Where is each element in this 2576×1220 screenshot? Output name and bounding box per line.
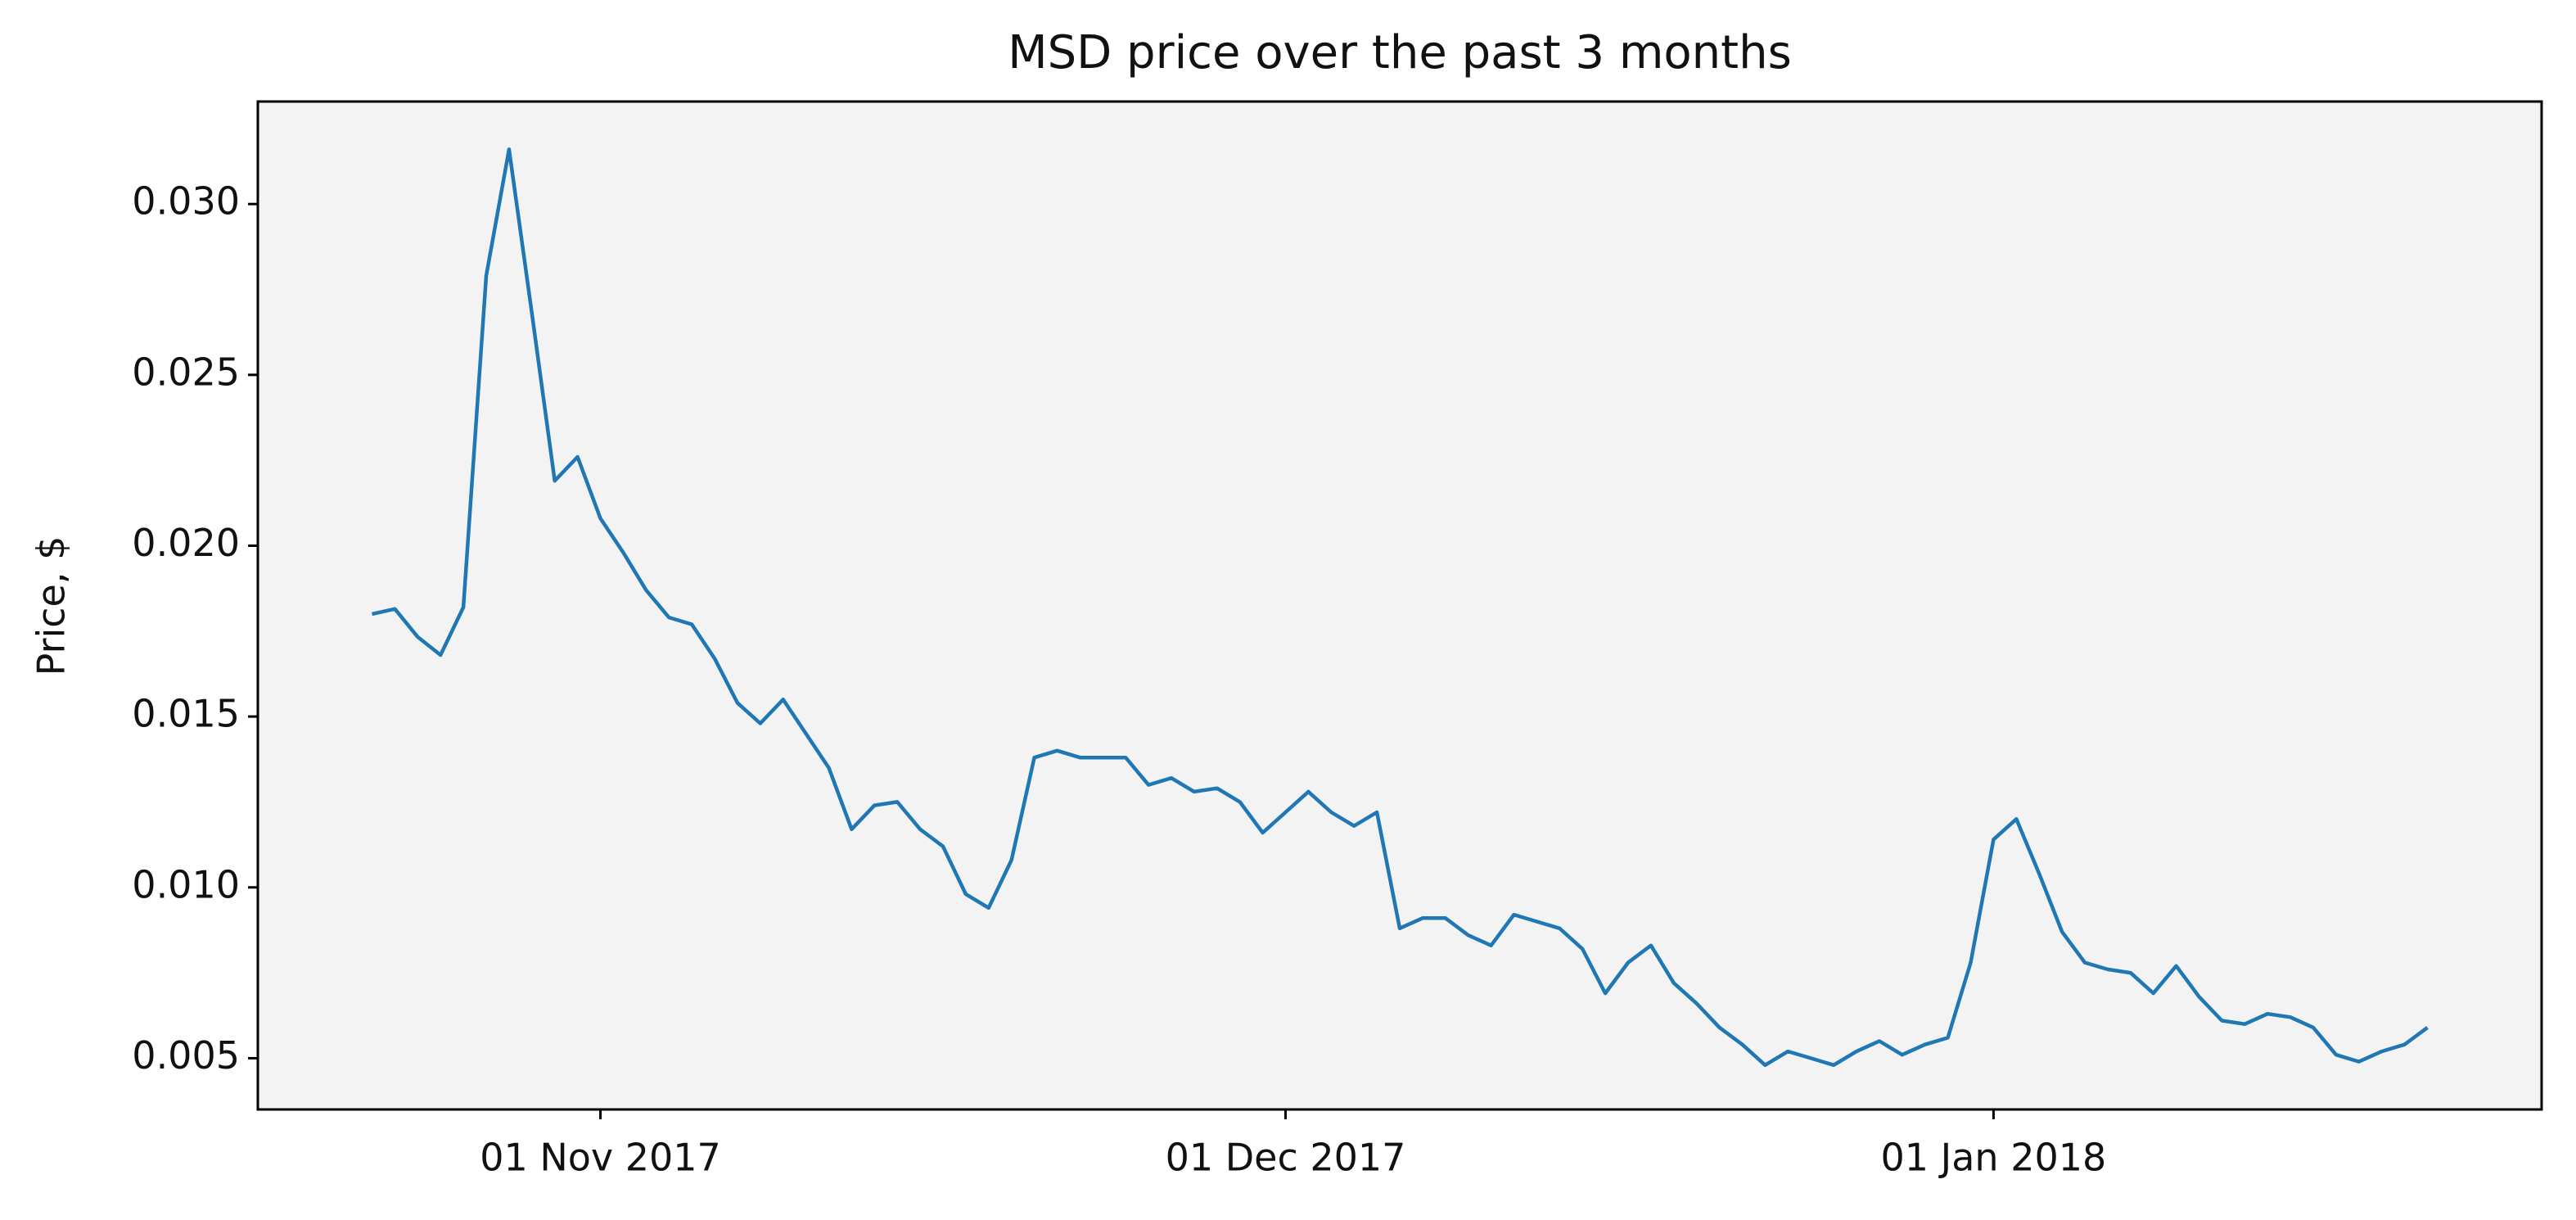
y-tick-label: 0.030 [132,179,240,224]
y-axis-label: Price, $ [29,536,74,676]
chart-title: MSD price over the past 3 months [1008,26,1792,79]
x-tick-label: 01 Nov 2017 [480,1136,721,1180]
price-line [372,147,2429,1068]
x-tick-label: 01 Jan 2018 [1881,1136,2107,1180]
y-tick-label: 0.005 [132,1033,240,1078]
y-tick-label: 0.015 [132,692,240,736]
x-tick-label: 01 Dec 2017 [1166,1136,1406,1180]
plot-area [258,102,2542,1109]
y-tick-label: 0.025 [132,350,240,394]
y-tick-label: 0.010 [132,862,240,906]
plot-frame [256,100,2543,1111]
y-tick-label: 0.020 [132,521,240,565]
